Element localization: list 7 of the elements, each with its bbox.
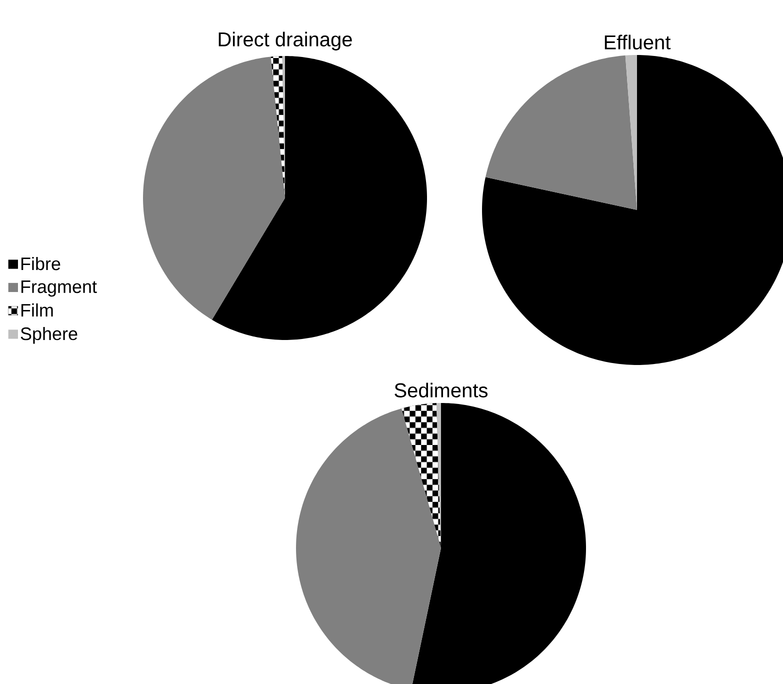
legend-label: Film bbox=[21, 303, 53, 316]
legend-label: Fibre bbox=[21, 256, 60, 270]
chart-title: Direct drainage bbox=[218, 32, 352, 50]
chart-title: Effluent bbox=[604, 34, 671, 50]
legend-label: Fragment bbox=[21, 280, 97, 297]
legend-label: Sphere bbox=[20, 326, 78, 344]
chart-title: Sediments bbox=[394, 382, 488, 398]
